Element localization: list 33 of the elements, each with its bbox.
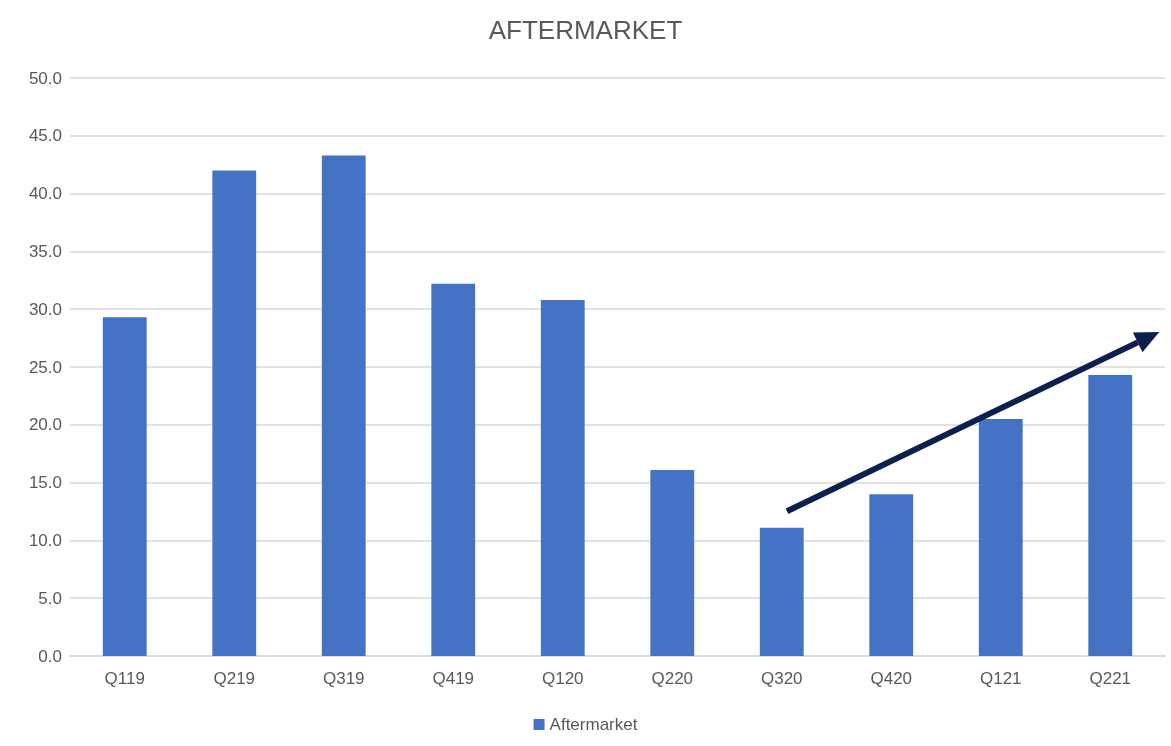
x-tick-label: Q220 [651,669,694,688]
x-tick-label: Q121 [979,669,1022,688]
y-tick-label: 45.0 [28,126,62,146]
bar [321,155,366,656]
y-tick-label: 40.0 [28,184,62,204]
x-tick-label: Q420 [870,669,913,688]
bar [431,283,476,656]
legend-label: Aftermarket [549,715,638,734]
y-tick-label: 15.0 [28,473,62,493]
bar [212,170,257,656]
y-tick-label: 25.0 [28,357,62,377]
y-tick-label: 10.0 [28,530,62,550]
x-tick-label: Q120 [541,669,584,688]
y-tick-label: 30.0 [28,299,62,319]
x-tick-label: Q219 [213,669,256,688]
y-tick-label: 5.0 [38,588,62,608]
bar [650,469,695,656]
x-tick-label: Q319 [322,669,365,688]
x-tick-label: Q419 [432,669,475,688]
bar [978,419,1023,656]
y-tick-label: 0.0 [38,646,62,666]
bar [759,527,804,656]
y-tick-label: 35.0 [28,241,62,261]
chart-title: AFTERMARKET [488,15,683,45]
x-tick-label: Q221 [1089,669,1132,688]
bar [1088,375,1133,656]
x-tick-label: Q320 [760,669,803,688]
y-tick-label: 50.0 [28,68,62,88]
bar [102,317,147,656]
x-tick-label: Q119 [104,669,145,688]
bar [869,494,914,656]
bar [540,299,585,656]
y-tick-label: 20.0 [28,415,62,435]
